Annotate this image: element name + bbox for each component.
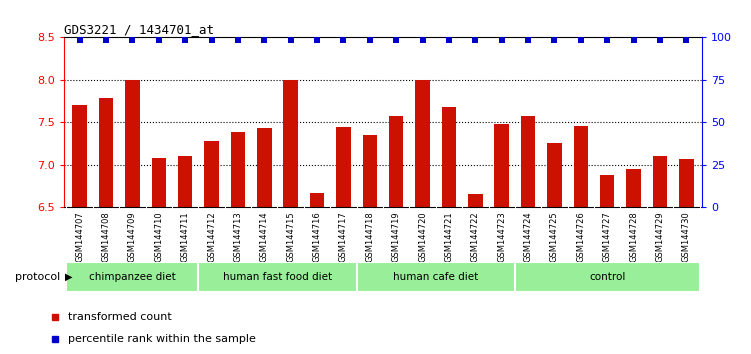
Point bbox=[602, 37, 614, 42]
Text: GSM144718: GSM144718 bbox=[365, 211, 374, 262]
Point bbox=[179, 37, 192, 42]
Bar bbox=[310, 193, 324, 354]
Text: GSM144714: GSM144714 bbox=[260, 211, 269, 262]
Text: GSM144730: GSM144730 bbox=[682, 211, 691, 262]
Bar bbox=[574, 126, 588, 354]
Bar bbox=[357, 262, 515, 292]
Point bbox=[126, 37, 138, 42]
Bar bbox=[442, 107, 456, 354]
Text: transformed count: transformed count bbox=[68, 312, 172, 322]
Text: GSM144711: GSM144711 bbox=[181, 211, 190, 262]
Point bbox=[74, 37, 86, 42]
Point bbox=[575, 37, 587, 42]
Bar bbox=[515, 262, 699, 292]
Text: GSM144716: GSM144716 bbox=[312, 211, 321, 262]
Point bbox=[654, 37, 666, 42]
Point bbox=[496, 37, 508, 42]
Bar bbox=[468, 194, 483, 354]
Bar bbox=[600, 175, 614, 354]
Text: GSM144723: GSM144723 bbox=[497, 211, 506, 262]
Text: GSM144709: GSM144709 bbox=[128, 211, 137, 262]
Bar bbox=[547, 143, 562, 354]
Point bbox=[363, 37, 376, 42]
Text: GSM144719: GSM144719 bbox=[392, 211, 401, 262]
Bar bbox=[125, 80, 140, 354]
Point bbox=[391, 37, 403, 42]
Text: percentile rank within the sample: percentile rank within the sample bbox=[68, 335, 256, 344]
Point bbox=[628, 37, 640, 42]
Bar bbox=[389, 116, 403, 354]
Text: ▶: ▶ bbox=[65, 272, 73, 282]
Text: GSM144722: GSM144722 bbox=[471, 211, 480, 262]
Text: GSM144725: GSM144725 bbox=[550, 211, 559, 262]
Bar bbox=[72, 105, 87, 354]
Point bbox=[152, 37, 164, 42]
Point bbox=[285, 37, 297, 42]
Point bbox=[337, 37, 349, 42]
Text: GSM144707: GSM144707 bbox=[75, 211, 84, 262]
Text: GSM144728: GSM144728 bbox=[629, 211, 638, 262]
Point bbox=[417, 37, 429, 42]
Bar bbox=[152, 158, 166, 354]
Point bbox=[206, 37, 218, 42]
Bar bbox=[283, 80, 298, 354]
Text: human fast food diet: human fast food diet bbox=[223, 272, 332, 282]
Text: protocol: protocol bbox=[15, 272, 60, 282]
Bar bbox=[198, 262, 357, 292]
Point bbox=[522, 37, 534, 42]
Point bbox=[100, 37, 112, 42]
Point bbox=[258, 37, 270, 42]
Text: GSM144724: GSM144724 bbox=[523, 211, 532, 262]
Bar bbox=[653, 156, 667, 354]
Point bbox=[232, 37, 244, 42]
Text: GSM144712: GSM144712 bbox=[207, 211, 216, 262]
Bar bbox=[494, 124, 509, 354]
Text: human cafe diet: human cafe diet bbox=[393, 272, 478, 282]
Text: chimpanzee diet: chimpanzee diet bbox=[89, 272, 176, 282]
Bar bbox=[415, 80, 430, 354]
Text: GSM144713: GSM144713 bbox=[234, 211, 243, 262]
Bar bbox=[67, 262, 198, 292]
Text: GSM144715: GSM144715 bbox=[286, 211, 295, 262]
Text: GSM144717: GSM144717 bbox=[339, 211, 348, 262]
Text: GSM144727: GSM144727 bbox=[603, 211, 612, 262]
Bar bbox=[257, 128, 272, 354]
Point bbox=[469, 37, 481, 42]
Bar bbox=[204, 141, 219, 354]
Point bbox=[311, 37, 323, 42]
Text: control: control bbox=[589, 272, 626, 282]
Text: GSM144721: GSM144721 bbox=[445, 211, 454, 262]
Point bbox=[548, 37, 560, 42]
Bar bbox=[363, 135, 377, 354]
Text: GSM144708: GSM144708 bbox=[101, 211, 110, 262]
Bar bbox=[521, 116, 535, 354]
Bar bbox=[231, 132, 245, 354]
Text: GSM144710: GSM144710 bbox=[154, 211, 163, 262]
Point bbox=[680, 37, 692, 42]
Bar bbox=[178, 156, 192, 354]
Point bbox=[443, 37, 455, 42]
Text: GSM144720: GSM144720 bbox=[418, 211, 427, 262]
Bar bbox=[336, 127, 351, 354]
Bar bbox=[679, 159, 694, 354]
Text: GSM144726: GSM144726 bbox=[576, 211, 585, 262]
Bar bbox=[626, 169, 641, 354]
Text: GSM144729: GSM144729 bbox=[656, 211, 665, 262]
Bar bbox=[99, 98, 113, 354]
Text: GDS3221 / 1434701_at: GDS3221 / 1434701_at bbox=[64, 23, 214, 36]
